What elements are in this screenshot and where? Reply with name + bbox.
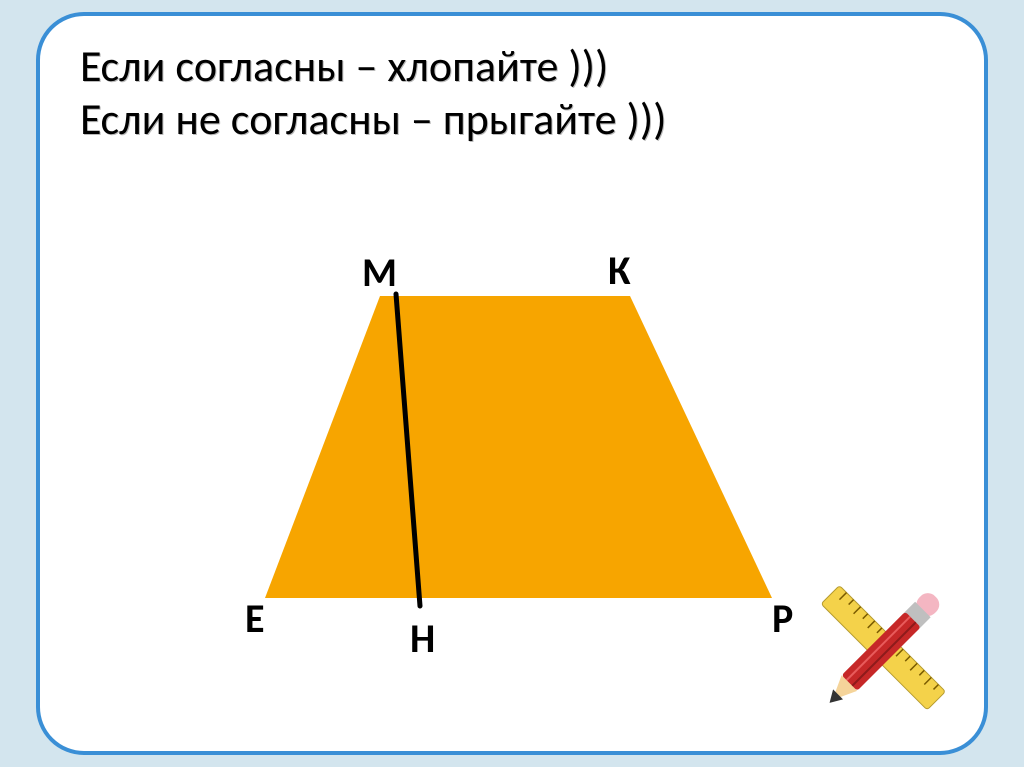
vertex-label-k: К — [608, 246, 631, 295]
slide-card: Если согласны – хлопайте ))) Если не сог… — [36, 12, 988, 755]
vertex-label-e: Е — [245, 594, 265, 643]
vertex-label-p: Р — [772, 594, 793, 643]
trapezoid-shape — [265, 296, 772, 598]
pencil-and-ruler-icon — [804, 567, 964, 727]
vertex-label-h: Н — [410, 614, 435, 663]
vertex-label-m: М — [362, 248, 397, 297]
